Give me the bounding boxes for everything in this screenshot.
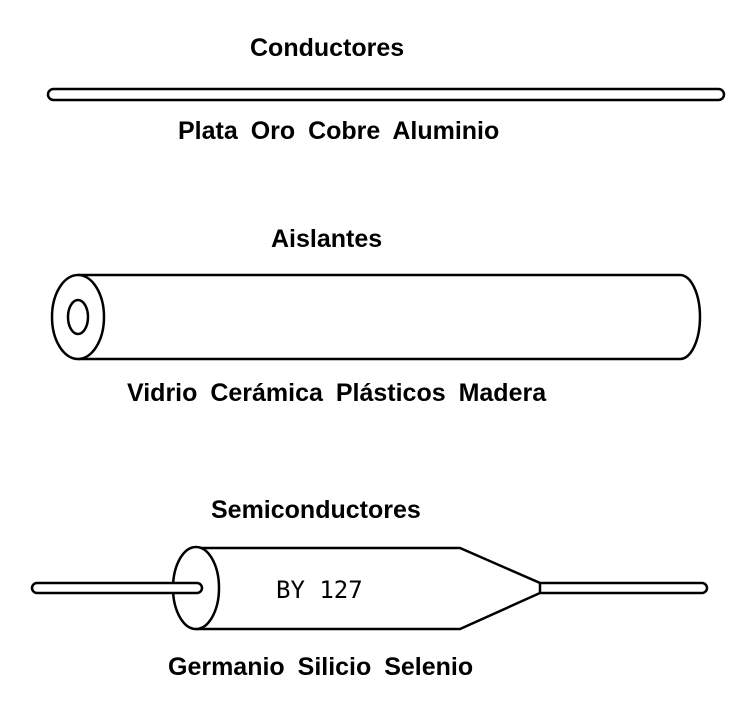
conductor-materials: Plata Oro Cobre Aluminio [178,117,500,145]
conductors-heading: Conductores [250,34,405,62]
semiconductor-materials: Germanio Silicio Selenio [168,653,474,681]
diode-marking: BY 127 [276,576,363,604]
diode-body [196,546,542,631]
diode-right-lead [518,581,709,595]
insulator-materials: Vidrio Cerámica Plásticos Madera [127,379,547,407]
insulators-heading: Aislantes [271,225,383,253]
semiconductors-heading: Semiconductores [211,496,421,524]
diode-left-lead [30,581,204,595]
rod-core [66,298,90,336]
